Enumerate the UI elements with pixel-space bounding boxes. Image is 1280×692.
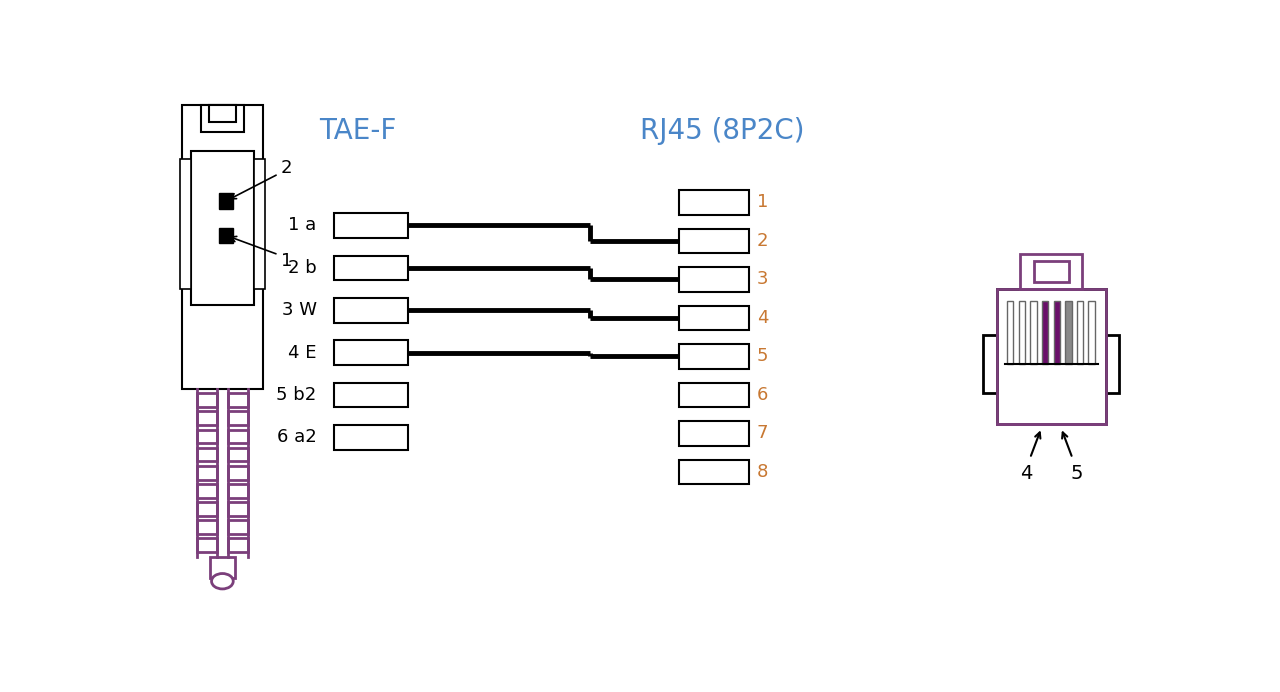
Bar [1020,255,1083,289]
Bar [197,538,218,552]
Bar [228,430,248,444]
Bar [997,289,1106,424]
Bar [334,255,408,280]
Text: 5: 5 [756,347,768,365]
Bar [1106,335,1120,393]
Bar [1053,300,1060,364]
Bar [228,448,248,462]
Bar [191,151,253,304]
Bar [680,344,749,369]
Text: 4: 4 [1020,464,1032,483]
Bar [197,484,218,498]
Text: 6: 6 [756,386,768,404]
Bar [680,383,749,407]
Text: 5: 5 [1070,464,1083,483]
Bar [680,421,749,446]
Bar [1019,300,1025,364]
Bar [197,412,218,425]
Bar [997,289,1106,424]
Bar [334,298,408,322]
Bar [228,466,248,480]
Bar [197,466,218,480]
Bar [1042,300,1048,364]
Text: 7: 7 [756,424,768,442]
Bar [1034,261,1069,282]
Bar [228,393,248,407]
Bar [334,213,408,238]
Text: 3 W: 3 W [282,301,316,319]
Bar [680,306,749,330]
Text: RJ45 (8P2C): RJ45 (8P2C) [640,117,805,145]
Text: 2: 2 [756,232,768,250]
Bar [228,412,248,425]
Bar [219,228,233,243]
Text: 8: 8 [756,463,768,481]
Text: 1: 1 [756,193,768,211]
Text: 4: 4 [756,309,768,327]
Bar [197,393,218,407]
Bar [182,104,264,390]
Text: 2 b: 2 b [288,259,316,277]
Bar [253,158,265,289]
Bar [219,193,233,208]
Bar [228,520,248,534]
Bar [180,158,191,289]
Bar [197,448,218,462]
Bar [201,104,243,131]
Bar [209,104,236,122]
Bar [983,335,997,393]
Bar [680,190,749,215]
Bar [1007,300,1014,364]
Bar [197,520,218,534]
Bar [1088,300,1094,364]
Text: 1: 1 [280,252,292,270]
Bar [1030,300,1037,364]
Bar [228,538,248,552]
Text: 6 a2: 6 a2 [276,428,316,446]
Bar [210,556,234,578]
Bar [197,502,218,516]
Bar [1076,300,1083,364]
Bar [334,383,408,407]
Bar [228,502,248,516]
Bar [228,484,248,498]
Bar [680,459,749,484]
Text: 4 E: 4 E [288,343,316,361]
Bar [334,340,408,365]
Bar [197,430,218,444]
Text: 5 b2: 5 b2 [276,386,316,404]
Bar [680,228,749,253]
Ellipse shape [211,574,233,589]
Bar [1065,300,1071,364]
Text: 3: 3 [756,271,768,289]
Bar [680,267,749,292]
Bar [334,425,408,450]
Text: 2: 2 [280,158,292,176]
Text: 1 a: 1 a [288,217,316,235]
Text: TAE-F: TAE-F [319,117,397,145]
